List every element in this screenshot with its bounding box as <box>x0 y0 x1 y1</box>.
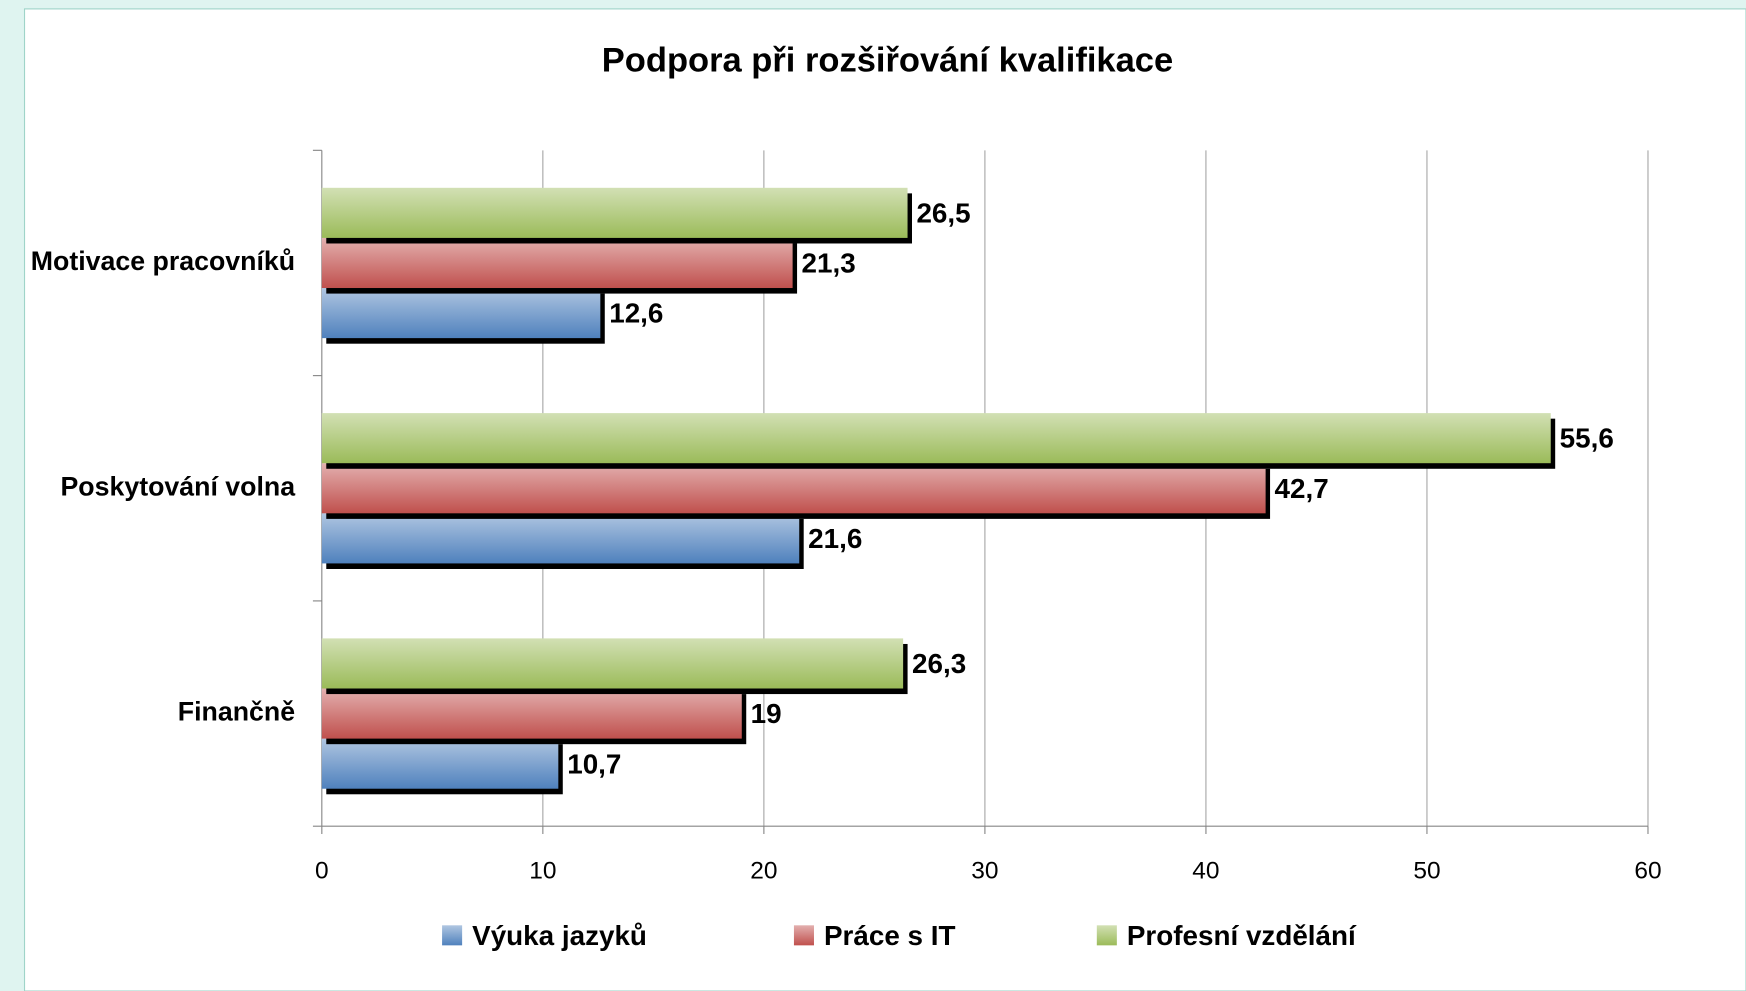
y-tick-label: Finančně <box>178 697 295 727</box>
data-label: 26,3 <box>912 648 966 679</box>
bar <box>321 463 1266 514</box>
x-tick-label: 20 <box>750 857 777 884</box>
data-label: 10,7 <box>567 748 621 779</box>
data-label: 55,6 <box>1560 423 1614 454</box>
legend-swatch <box>1096 925 1117 946</box>
legend-label: Profesní vzdělání <box>1127 920 1357 951</box>
bar <box>321 688 742 739</box>
data-label: 21,6 <box>808 523 862 554</box>
data-label: 42,7 <box>1275 473 1329 504</box>
bar <box>321 738 559 789</box>
legend-label: Práce s IT <box>824 920 956 951</box>
bar <box>321 638 904 689</box>
x-tick-label: 0 <box>315 857 329 884</box>
x-tick-label: 50 <box>1413 857 1440 884</box>
bar <box>321 288 601 339</box>
y-tick-label: Poskytování volna <box>60 471 296 501</box>
x-tick-label: 30 <box>971 857 998 884</box>
bar <box>321 237 793 289</box>
x-tick-label: 60 <box>1634 857 1661 884</box>
data-label: 19 <box>751 698 782 729</box>
x-tick-label: 10 <box>529 857 556 884</box>
data-label: 12,6 <box>609 298 663 329</box>
data-label: 26,5 <box>916 197 970 228</box>
legend-label: Výuka jazyků <box>472 920 647 951</box>
bar <box>321 413 1551 464</box>
y-tick-label: Motivace pracovníků <box>31 246 295 276</box>
bar <box>321 187 908 238</box>
chart-title: Podpora při rozšiřování kvalifikace <box>602 41 1173 79</box>
legend-swatch <box>793 925 814 946</box>
data-label: 21,3 <box>802 248 856 279</box>
legend-swatch <box>442 925 463 946</box>
x-tick-label: 40 <box>1192 857 1219 884</box>
bar <box>321 513 800 564</box>
